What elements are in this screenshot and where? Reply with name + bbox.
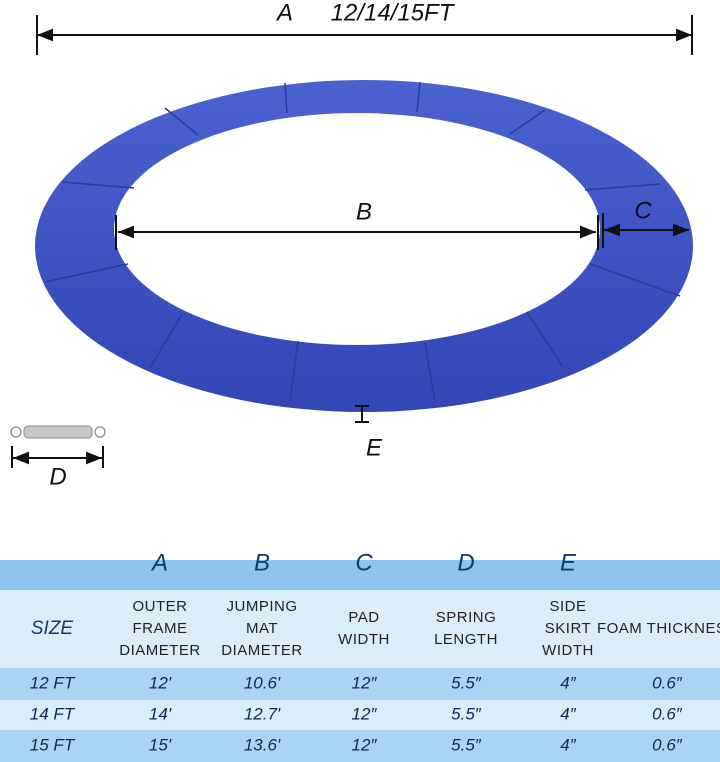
table-cell: 14 FT [30,704,76,723]
column-header: DIAMETER [221,642,303,659]
table-cell: 12″ [352,673,378,692]
table-row-bg [0,590,720,668]
table-cell: 0.6″ [652,735,683,754]
table-cell: 0.6″ [652,704,683,723]
column-header: DIAMETER [119,642,201,659]
column-header: SIDE [549,598,586,615]
table-cell: 5.5″ [451,673,482,692]
size-label: 12/14/15FT [331,0,456,26]
column-header: SPRING [436,609,497,626]
table-cell: 4″ [560,735,576,754]
table-row-bg [0,730,720,762]
table-cell: 5.5″ [451,735,482,754]
column-header: PAD [348,609,379,626]
table-row-bg [0,560,720,590]
table-cell: 12 FT [30,673,76,692]
column-header: SIZE [31,618,74,639]
column-header: SKIRT [545,620,591,637]
table-cell: 14' [149,704,172,723]
table-row-bg [0,700,720,730]
label-c: C [634,197,652,224]
label-d: D [49,463,66,490]
column-letter: D [457,549,474,576]
column-header: OUTER [133,598,188,615]
table-cell: 12″ [352,735,378,754]
column-header: FRAME [133,620,188,637]
table-cell: 5.5″ [451,704,482,723]
spec-table: A B C D E SIZE OUTER FRAME DIAMETER JUMPING MAT DIA… [0,549,720,762]
table-cell: 12″ [352,704,378,723]
table-row-bg [0,668,720,700]
column-letter: A [150,549,168,576]
trampoline-pad [35,80,693,412]
table-cell: 4″ [560,673,576,692]
column-letter: C [355,549,373,576]
label-a: A [275,0,293,26]
table-cell: 4″ [560,704,576,723]
table-cell: 15' [149,735,172,754]
table-cell: 10.6' [244,673,281,692]
column-header: MAT [246,620,278,637]
column-header: FOAM THICKNESS [597,620,720,637]
table-cell: 13.6' [244,735,281,754]
column-header: LENGTH [434,631,498,648]
table-cell: 12' [149,673,172,692]
column-letter: E [560,549,577,576]
label-e: E [366,434,383,461]
label-b: B [356,198,372,225]
column-header: JUMPING [227,598,298,615]
column-header: WIDTH [338,631,390,648]
table-cell: 0.6″ [652,673,683,692]
column-letter: B [254,549,270,576]
column-header: WIDTH [542,642,594,659]
table-cell: 12.7' [244,704,281,723]
spring [10,425,106,439]
table-cell: 15 FT [30,735,76,754]
